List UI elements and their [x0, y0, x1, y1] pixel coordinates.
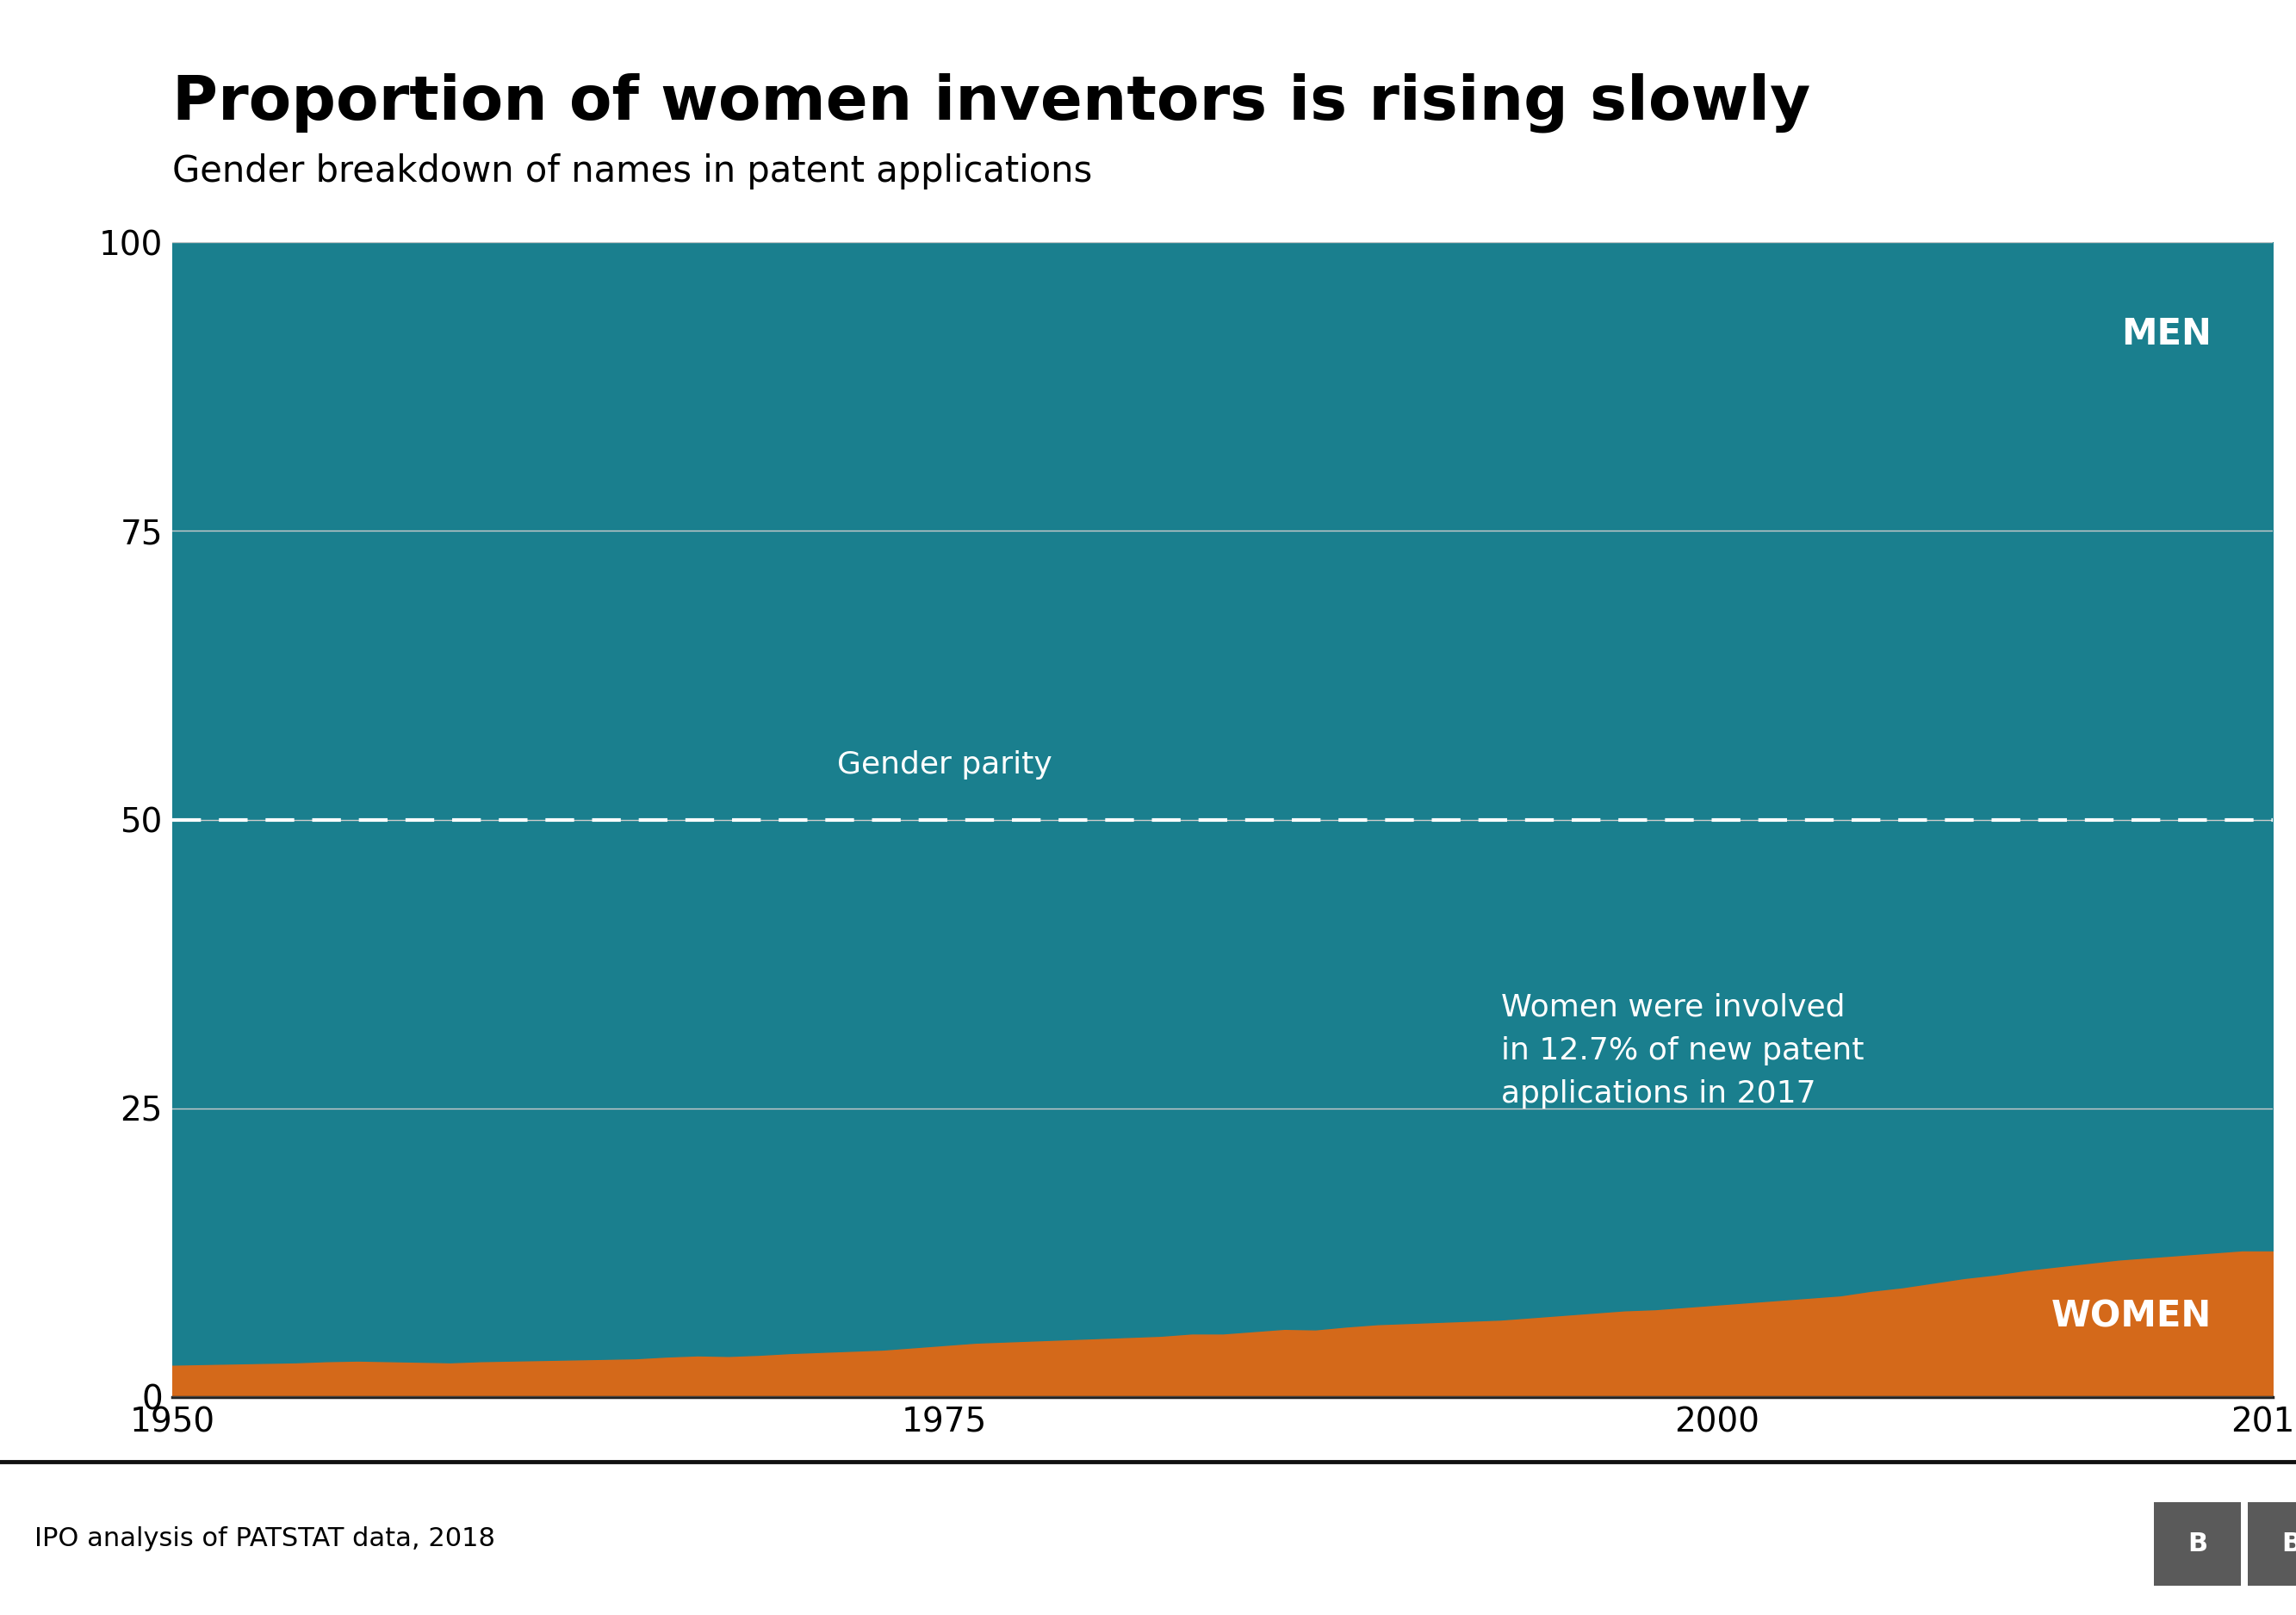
Text: B: B	[2282, 1531, 2296, 1557]
Text: Gender breakdown of names in patent applications: Gender breakdown of names in patent appl…	[172, 153, 1093, 189]
Text: Women were involved
in 12.7% of new patent
applications in 2017: Women were involved in 12.7% of new pate…	[1502, 993, 1864, 1108]
Text: WOMEN: WOMEN	[2050, 1298, 2211, 1334]
Text: MEN: MEN	[2122, 317, 2211, 352]
Text: Proportion of women inventors is rising slowly: Proportion of women inventors is rising …	[172, 73, 1812, 132]
Text: B: B	[2188, 1531, 2206, 1557]
Text: IPO analysis of PATSTAT data, 2018: IPO analysis of PATSTAT data, 2018	[34, 1526, 496, 1552]
Text: Gender parity: Gender parity	[838, 749, 1052, 778]
